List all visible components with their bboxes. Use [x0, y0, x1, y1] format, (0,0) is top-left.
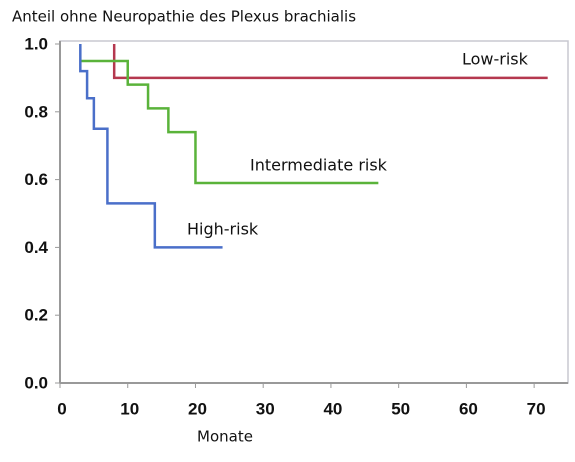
x-tick-label: 0	[57, 399, 66, 418]
y-tick-label: 1.0	[24, 34, 48, 53]
y-tick-label: 0.2	[24, 306, 48, 325]
series-label: High-risk	[187, 220, 259, 239]
x-tick-label: 10	[120, 399, 139, 418]
x-tick-label: 40	[323, 399, 342, 418]
series-label: Low-risk	[462, 50, 529, 69]
y-tick-label: 0.6	[24, 170, 48, 189]
x-tick-label: 50	[391, 399, 410, 418]
series-label: Intermediate risk	[250, 156, 388, 175]
chart-title: Anteil ohne Neuropathie des Plexus brach…	[12, 8, 356, 26]
plot-frame	[59, 40, 569, 384]
x-tick-label: 30	[256, 399, 275, 418]
x-axis-label: Monate	[197, 428, 253, 446]
y-tick-label: 0.8	[24, 102, 48, 121]
series-line	[112, 44, 548, 80]
series-line	[79, 44, 223, 249]
x-tick-label: 20	[188, 399, 207, 418]
y-tick-label: 0.4	[24, 238, 48, 257]
y-tick-label: 0.0	[24, 373, 48, 392]
x-tick-label: 70	[527, 399, 546, 418]
series-line	[80, 59, 379, 185]
x-tick-label: 60	[459, 399, 478, 418]
